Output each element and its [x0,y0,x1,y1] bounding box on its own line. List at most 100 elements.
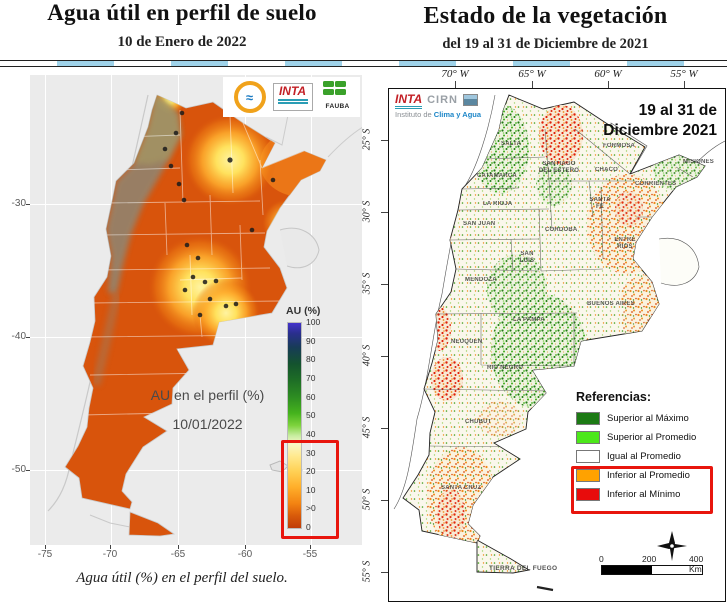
argentina-soil-water-map [47,94,362,537]
province-label: SAN JUAN [463,221,496,227]
axis-tick [26,470,30,471]
province-labels-layer: SALTA FORMOSA CHACO CATAMARCA SANTIAGO D… [389,89,725,601]
province-label: RIO NEGRO [487,365,524,371]
vegetation-map-frame: SALTA FORMOSA CHACO CATAMARCA SANTIAGO D… [388,88,726,602]
axis-tick [381,212,388,213]
province-label: MISIONES [683,159,714,165]
legend-tick: 0 [306,522,311,532]
axis-tick [381,284,388,285]
legend-item-label: Igual al Promedio [607,451,681,462]
lat-tick-label: 40° S [361,344,373,367]
province-label: MENDOZA [465,277,497,283]
date-range-label: 19 al 31 de Diciembre 2021 [577,101,717,141]
date-range-line2: Diciembre 2021 [603,122,717,140]
axis-tick [381,500,388,501]
legend-tick: 40 [306,429,316,439]
date-range-line1: 19 al 31 de [638,102,717,119]
lat-tick-label: 35° S [361,272,373,295]
province-label: LA PAMPA [513,317,545,323]
legend-item: Superior al Máximo [576,409,718,428]
lon-tick-label: 70° W [441,68,469,80]
legend-tick: 70 [306,373,316,383]
legend-item: Igual al Promedio [576,447,718,466]
legend-item-label: Inferior al Promedio [607,470,690,481]
axis-tick [608,81,609,88]
x-axis-tick-label: -70 [102,549,118,560]
axis-tick [45,545,46,549]
lat-tick-label: 30° S [361,200,373,223]
left-map-title: Agua útil en perfil de suelo [47,0,317,25]
axis-tick [381,140,388,141]
gridline [45,75,47,545]
soil-water-legend: AU (%) 100 90 80 70 60 50 40 30 20 10 >0… [281,305,362,545]
province-label: SAN LUIS [519,251,535,264]
inta-logo: INTA [272,83,313,111]
axis-tick [684,81,685,88]
vegetation-legend-title: Referencias: [576,390,652,404]
province-label: CHUBUT [465,419,492,425]
scale-bar: 0 200 400 Km [599,554,711,575]
fauba-logo-text: FAUBA [325,102,350,110]
gridline [311,75,313,545]
legend-swatch [576,469,600,482]
axis-tick [381,572,388,573]
province-label: FORMOSA [603,143,636,149]
right-logo-box: INTA CIRN Instituto de Clima y Agua [395,93,482,119]
x-axis-tick-label: -75 [37,549,53,560]
left-logo-box: ≈ INTA FAUBA [223,77,360,117]
province-label: SANTA CRUZ [441,485,482,491]
institute-prefix: Instituto de [395,110,432,119]
province-label: SANTIAGO DEL ESTERO [538,161,580,174]
legend-item: Inferior al Mínimo [576,485,718,504]
province-label: NEUQUEN [451,339,483,345]
legend-swatch [576,488,600,501]
x-axis-tick-label: -55 [302,549,318,560]
legend-highlight-box [281,440,339,539]
legend-tick: 30 [306,448,316,458]
y-axis-tick-label: -40 [11,331,26,342]
inta-logo: INTA [395,93,423,109]
axis-tick [178,545,179,549]
map-date-label: 10/01/2022 [172,416,243,432]
axis-tick [381,428,388,429]
legend-tick: 90 [306,336,316,346]
axis-tick [381,356,388,357]
legend-tick: 20 [306,466,316,476]
lat-tick-label: 50° S [361,488,373,511]
province-label: TIERRA DEL FUEGO [489,565,558,572]
right-map-subtitle: del 19 al 31 de Diciembre de 2021 [442,36,649,52]
soil-water-legend-title: AU (%) [286,305,321,317]
legend-highlight-box [571,466,713,514]
legend-item-label: Superior al Máximo [607,413,689,424]
graticule-stripe-bar [0,60,727,67]
inta-logo-stripe [277,102,308,104]
legend-tick: 100 [306,317,321,327]
x-axis-tick-label: -60 [237,549,253,560]
legend-tick: 10 [306,485,316,495]
institute-name: Clima y Agua [433,110,482,119]
province-label: BUENOS AIRES [587,301,635,307]
legend-item: Inferior al Promedio [576,466,718,485]
inta-logo-text: INTA [278,84,307,98]
vegetation-legend: Referencias: Superior al Máximo Superior… [571,390,718,514]
left-map-subtitle: 10 de Enero de 2022 [117,34,247,50]
axis-tick [26,337,30,338]
scale-tick-label: 0 [599,554,604,564]
legend-item: Superior al Promedio [576,428,718,447]
axis-tick [310,545,311,549]
province-label: CORRIENTES [635,181,677,187]
legend-tick: 60 [306,392,316,402]
fauba-logo-leaves-icon [320,81,350,95]
gridline [30,470,362,472]
scale-bar-segments [601,565,703,575]
institute-building-icon [463,94,478,106]
axis-tick [455,81,456,88]
legend-item-label: Superior al Promedio [607,432,697,443]
fauba-logo: FAUBA [320,81,350,113]
legend-tick: 80 [306,354,316,364]
lon-tick-label: 65° W [518,68,546,80]
soil-water-legend-ticks: 100 90 80 70 60 50 40 30 20 10 >0 0 [306,317,336,532]
scale-tick-label: 400 Km [689,554,704,574]
province-label: CATAMARCA [477,173,517,179]
argentina-vegetation-map [393,94,725,592]
